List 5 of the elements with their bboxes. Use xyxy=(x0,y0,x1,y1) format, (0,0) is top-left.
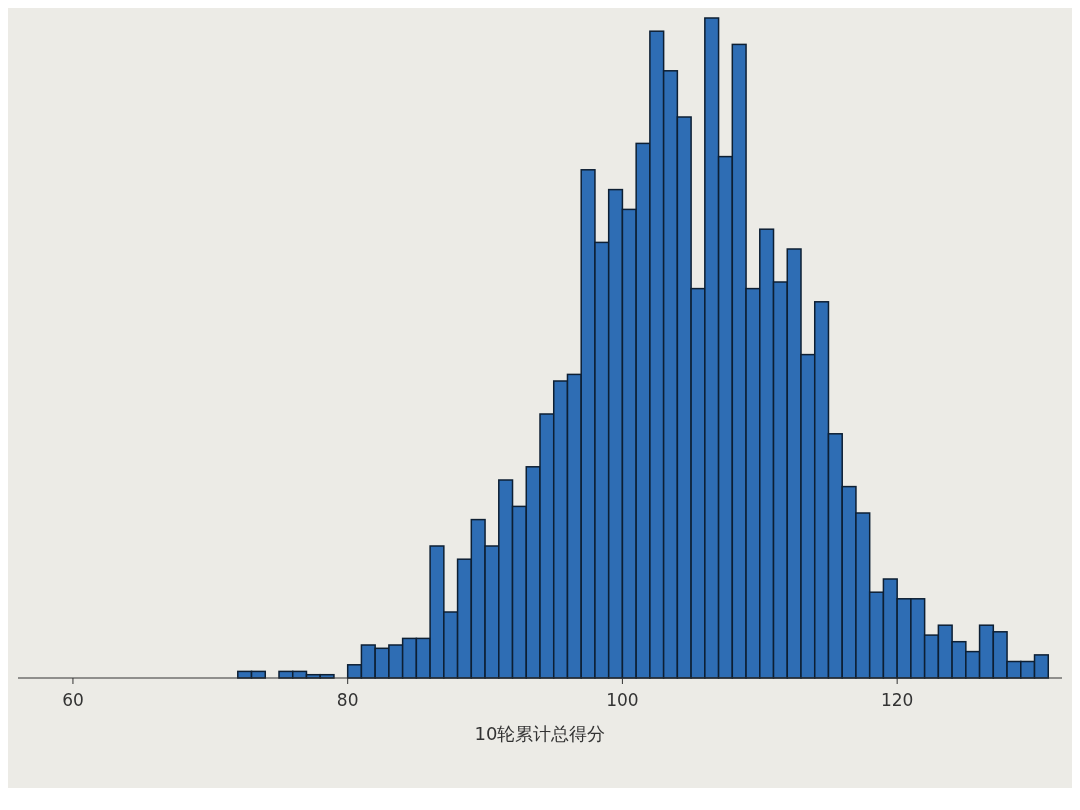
x-tick-label: 100 xyxy=(606,690,639,710)
x-axis-title: 10轮累计总得分 xyxy=(474,723,606,744)
x-tick-label: 120 xyxy=(880,690,914,710)
x-tick-label: 80 xyxy=(336,690,359,710)
x-tick-label: 60 xyxy=(62,690,84,710)
